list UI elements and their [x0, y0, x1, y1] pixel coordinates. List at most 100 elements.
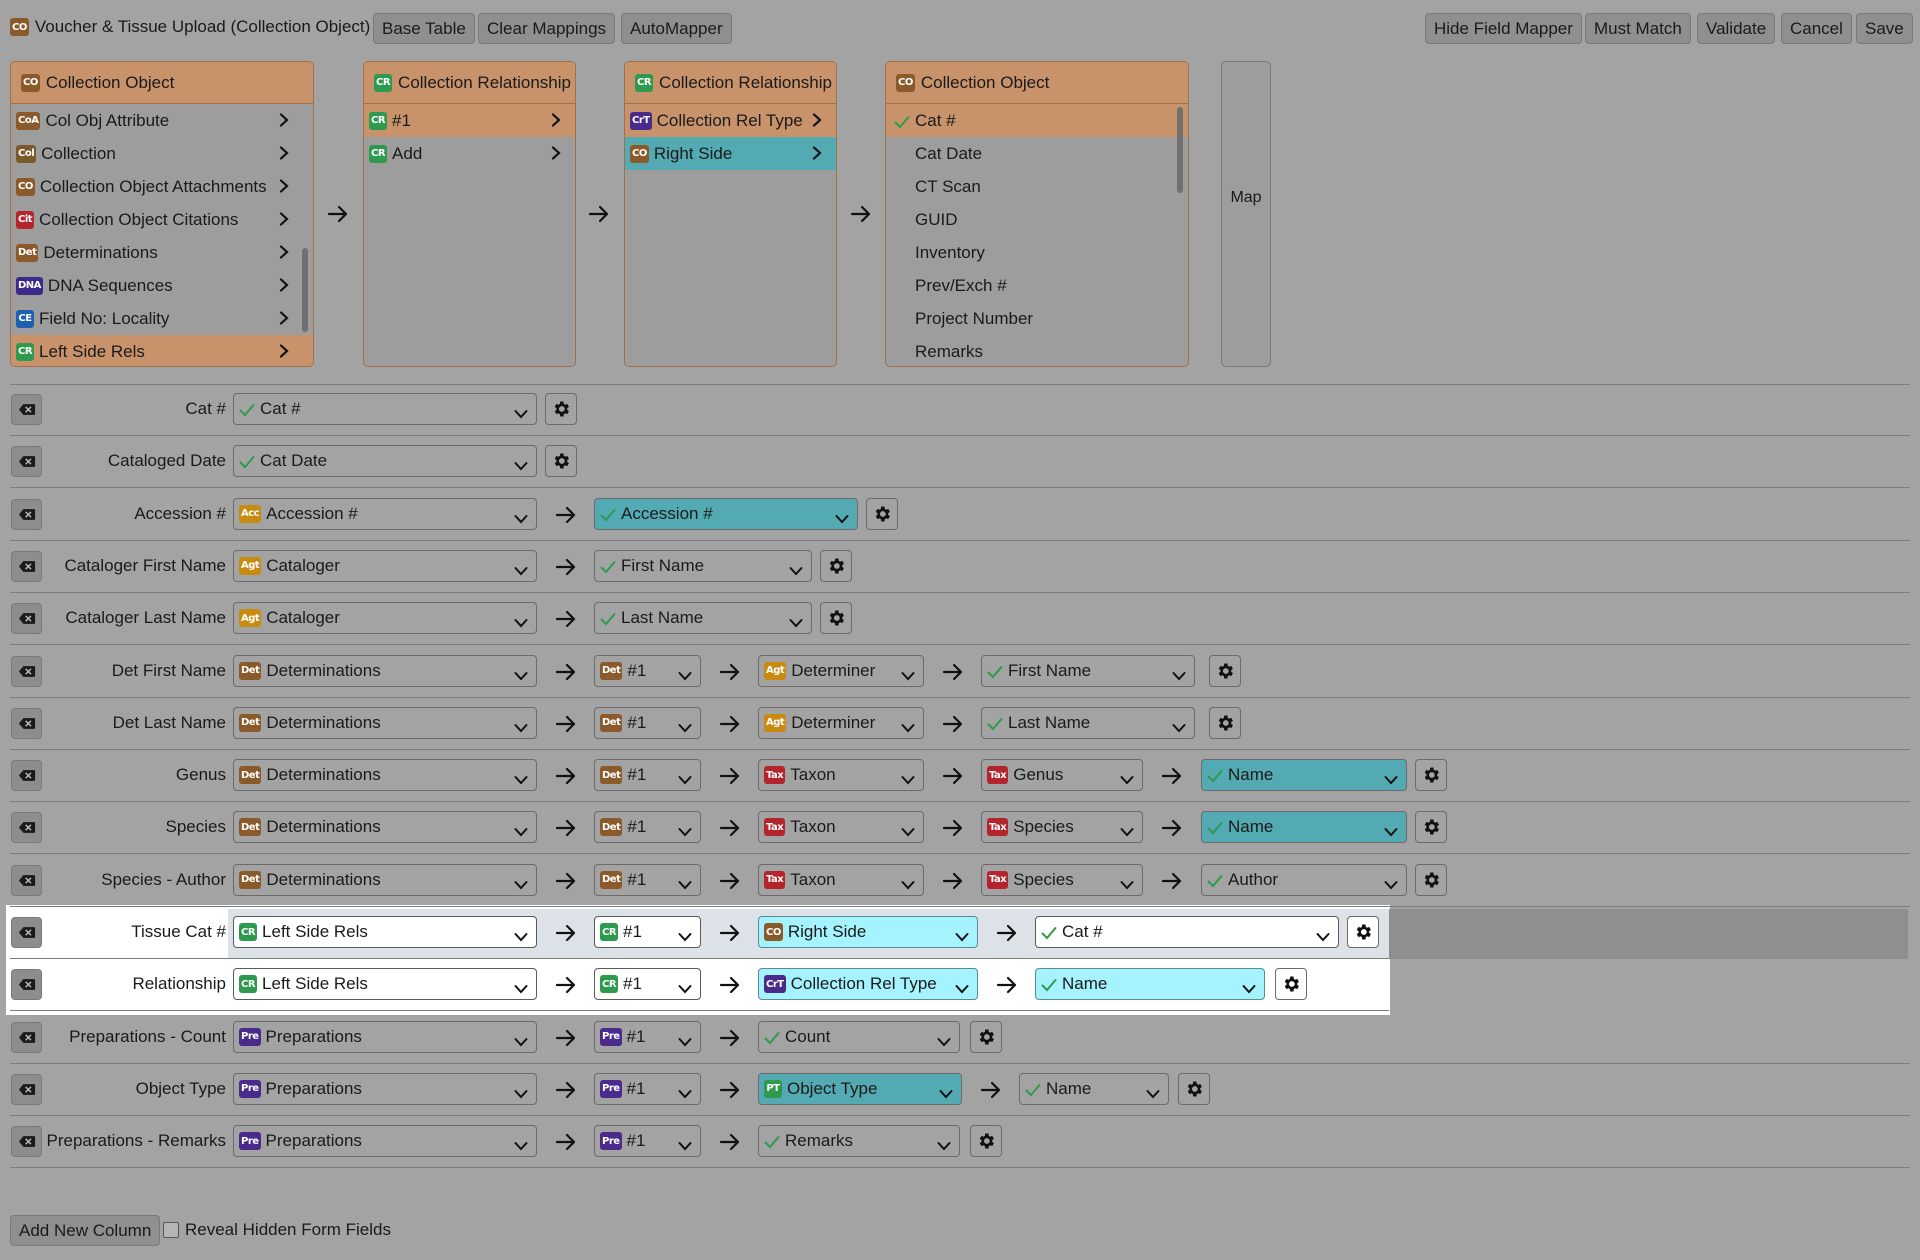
field-options-button[interactable] [820, 549, 852, 582]
panel-item-collection[interactable]: Col Collection [11, 137, 313, 170]
panel-item-prev-exch[interactable]: Prev/Exch # [886, 269, 1188, 302]
reveal-hidden-checkbox[interactable] [163, 1222, 179, 1238]
mapping-select-cat-date[interactable]: Cat Date [233, 445, 537, 478]
mapping-select-first-name[interactable]: First Name [594, 549, 812, 582]
mapping-select-taxon[interactable]: Tax Taxon [758, 863, 924, 896]
save-button[interactable]: Save [1856, 13, 1913, 44]
field-options-button[interactable] [545, 393, 577, 425]
delete-line-button[interactable] [11, 969, 42, 1001]
delete-line-button[interactable] [11, 864, 42, 896]
delete-line-button[interactable] [11, 655, 42, 687]
field-options-button[interactable] [970, 1020, 1002, 1053]
delete-line-button[interactable] [11, 760, 42, 792]
mapping-select-last-name[interactable]: Last Name [594, 602, 812, 635]
panel-item-inventory[interactable]: Inventory [886, 236, 1188, 269]
panel-item-collection-object-attachments[interactable]: CO Collection Object Attachments [11, 170, 313, 203]
map-button[interactable]: Map [1221, 61, 1271, 367]
panel-item-dna-sequences[interactable]: DNA DNA Sequences [11, 269, 313, 302]
mapping-select-1[interactable]: CR #1 [594, 968, 701, 1001]
mapping-select-taxon[interactable]: Tax Taxon [758, 811, 924, 844]
mapping-select-determinations[interactable]: Det Determinations [233, 706, 537, 739]
panel-item-remarks[interactable]: Remarks [886, 335, 1188, 366]
hide-field-mapper-button[interactable]: Hide Field Mapper [1425, 13, 1582, 44]
delete-line-button[interactable] [11, 1021, 42, 1053]
panel-item-project-number[interactable]: Project Number [886, 302, 1188, 335]
delete-line-button[interactable] [11, 917, 42, 948]
mapping-select-accession[interactable]: Acc Accession # [233, 497, 537, 530]
panel-item-collection-object-citations[interactable]: Cit Collection Object Citations [11, 203, 313, 236]
field-options-button[interactable] [970, 1125, 1002, 1158]
panel-item-left-side-rels[interactable]: CR Left Side Rels [11, 335, 313, 366]
mapping-select-taxon[interactable]: Tax Taxon [758, 759, 924, 792]
mapping-select-left-side-rels[interactable]: CR Left Side Rels [233, 916, 537, 948]
mapping-select-1[interactable]: Det #1 [594, 863, 701, 896]
mapping-select-determinations[interactable]: Det Determinations [233, 863, 537, 896]
delete-line-button[interactable] [11, 812, 42, 844]
mapping-select-cataloger[interactable]: Agt Cataloger [233, 549, 537, 582]
field-options-button[interactable] [1415, 863, 1447, 896]
delete-line-button[interactable] [11, 1126, 42, 1158]
delete-line-button[interactable] [11, 707, 42, 739]
panel-item-ct-scan[interactable]: CT Scan [886, 170, 1188, 203]
panel-item-determinations[interactable]: Det Determinations [11, 236, 313, 269]
automapper-button[interactable]: AutoMapper [621, 13, 732, 44]
mapping-select-genus[interactable]: Tax Genus [981, 759, 1143, 792]
mapping-select-preparations[interactable]: Pre Preparations [233, 1072, 537, 1105]
field-options-button[interactable] [1178, 1072, 1210, 1105]
field-options-button[interactable] [545, 445, 577, 478]
panel-item-cat[interactable]: Cat # [886, 104, 1188, 137]
mapping-select-count[interactable]: Count [758, 1020, 960, 1053]
field-options-button[interactable] [1415, 759, 1447, 792]
scrollbar[interactable] [302, 248, 308, 332]
mapping-select-name[interactable]: Name [1035, 968, 1265, 1001]
mapping-select-1[interactable]: Pre #1 [594, 1125, 701, 1158]
mapping-select-cataloger[interactable]: Agt Cataloger [233, 602, 537, 635]
mapping-select-determinations[interactable]: Det Determinations [233, 654, 537, 687]
scrollbar[interactable] [1177, 107, 1183, 193]
mapping-select-remarks[interactable]: Remarks [758, 1125, 960, 1158]
add-new-column-button[interactable]: Add New Column [10, 1215, 161, 1246]
panel-item-add[interactable]: CR Add [364, 137, 575, 170]
mapping-select-species[interactable]: Tax Species [981, 811, 1143, 844]
must-match-button[interactable]: Must Match [1585, 13, 1691, 44]
field-options-button[interactable] [1209, 706, 1241, 739]
mapping-select-last-name[interactable]: Last Name [981, 706, 1195, 739]
clear-mappings-button[interactable]: Clear Mappings [478, 13, 616, 44]
mapping-select-preparations[interactable]: Pre Preparations [233, 1020, 537, 1053]
field-options-button[interactable] [866, 497, 898, 530]
reveal-hidden-fields[interactable]: Reveal Hidden Form Fields [163, 1220, 391, 1240]
delete-line-button[interactable] [11, 550, 42, 582]
mapping-select-name[interactable]: Name [1201, 811, 1407, 844]
mapping-select-1[interactable]: Det #1 [594, 811, 701, 844]
mapping-select-collection-rel-type[interactable]: CrT Collection Rel Type [758, 968, 978, 1001]
base-table-button[interactable]: Base Table [373, 13, 475, 44]
delete-line-button[interactable] [11, 1073, 42, 1105]
delete-line-button[interactable] [11, 498, 42, 530]
mapping-select-preparations[interactable]: Pre Preparations [233, 1125, 537, 1158]
mapping-select-species[interactable]: Tax Species [981, 863, 1143, 896]
mapping-select-accession[interactable]: Accession # [594, 497, 858, 530]
delete-line-button[interactable] [11, 446, 42, 478]
mapping-select-object-type[interactable]: PT Object Type [758, 1072, 962, 1105]
mapping-select-right-side[interactable]: CO Right Side [758, 916, 978, 948]
mapping-select-determiner[interactable]: Agt Determiner [758, 706, 924, 739]
panel-item-right-side[interactable]: CO Right Side [625, 137, 836, 170]
panel-item-field-no-locality[interactable]: CE Field No: Locality [11, 302, 313, 335]
mapping-select-1[interactable]: Det #1 [594, 706, 701, 739]
field-options-button[interactable] [1209, 654, 1241, 687]
panel-item-collection-rel-type[interactable]: CrT Collection Rel Type [625, 104, 836, 137]
panel-item-col-obj-attribute[interactable]: CoA Col Obj Attribute [11, 104, 313, 137]
mapping-select-1[interactable]: Det #1 [594, 654, 701, 687]
mapping-select-1[interactable]: Det #1 [594, 759, 701, 792]
field-options-button[interactable] [1415, 811, 1447, 844]
mapping-select-1[interactable]: Pre #1 [594, 1072, 701, 1105]
mapping-select-left-side-rels[interactable]: CR Left Side Rels [233, 968, 537, 1001]
panel-item-1[interactable]: CR #1 [364, 104, 575, 137]
mapping-select-name[interactable]: Name [1019, 1072, 1169, 1105]
mapping-select-cat[interactable]: Cat # [1035, 916, 1339, 948]
delete-line-button[interactable] [11, 394, 42, 425]
field-options-button[interactable] [820, 602, 852, 635]
field-options-button[interactable] [1347, 916, 1379, 948]
validate-button[interactable]: Validate [1697, 13, 1776, 44]
mapping-select-determinations[interactable]: Det Determinations [233, 759, 537, 792]
